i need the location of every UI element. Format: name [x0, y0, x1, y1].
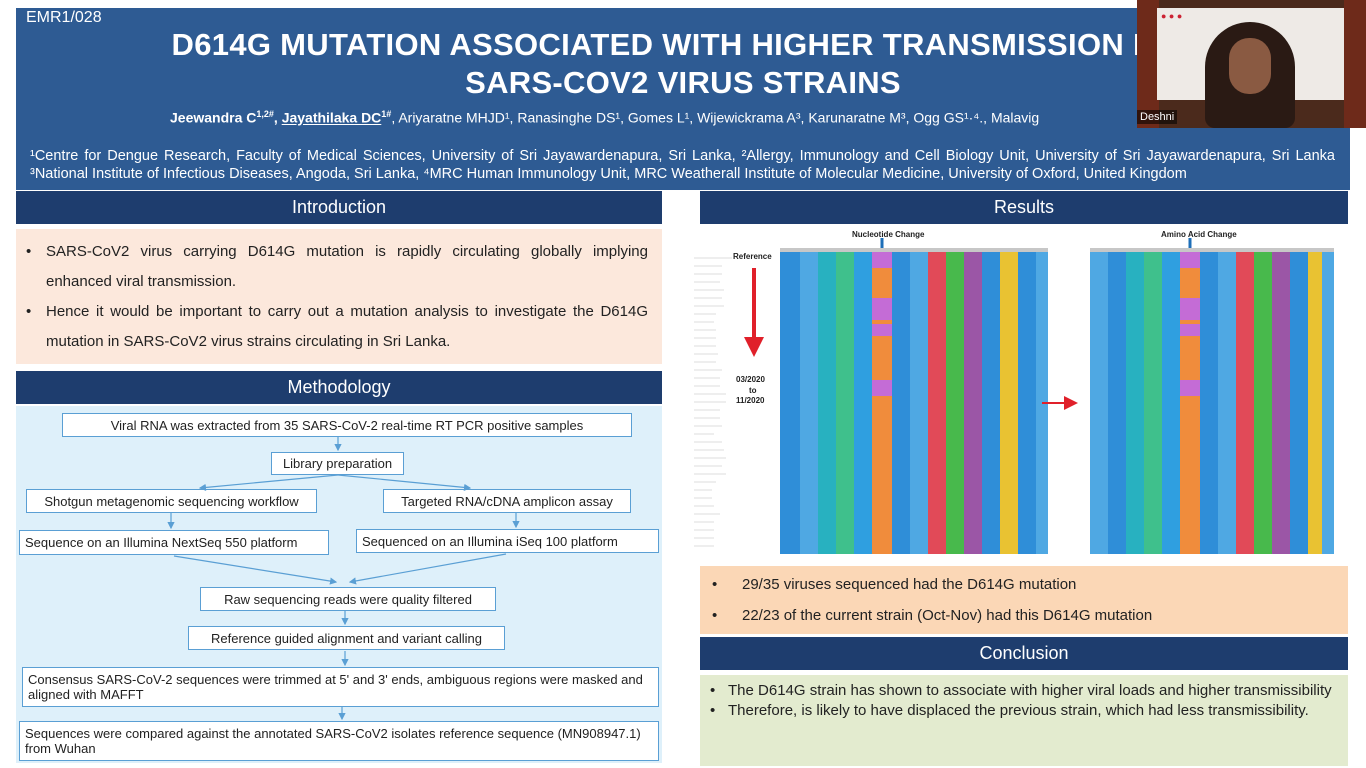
step-align: Reference guided alignment and variant c…	[188, 626, 505, 650]
conclusion-box: The D614G strain has shown to associate …	[700, 675, 1348, 766]
intro-bullet-1: SARS-CoV2 virus carrying D614G mutation …	[26, 237, 648, 297]
video-background-right	[1344, 0, 1366, 128]
affiliations: ¹Centre for Dengue Research, Faculty of …	[30, 148, 1335, 182]
results-box: 29/35 viruses sequenced had the D614G mu…	[700, 566, 1348, 634]
video-background	[1137, 0, 1159, 128]
participant-face	[1229, 38, 1271, 94]
poster-code: EMR1/028	[26, 9, 102, 26]
step-targeted: Targeted RNA/cDNA amplicon assay	[383, 489, 631, 513]
alignment-figure: Nucleotide Change Amino Acid Change Refe…	[692, 228, 1348, 556]
change-arrow	[1042, 396, 1078, 410]
date-from-label: 03/2020	[736, 375, 765, 384]
wall-badges-icon: ● ● ●	[1161, 11, 1183, 21]
result-bullet-2: 22/23 of the current strain (Oct-Nov) ha…	[700, 600, 1348, 631]
step-consensus: Consensus SARS-CoV-2 sequences were trim…	[22, 667, 659, 707]
author-first: Jeewandra C	[170, 109, 257, 126]
step-iseq: Sequenced on an Illumina iSeq 100 platfo…	[356, 529, 659, 553]
amino-acid-change-label: Amino Acid Change	[1161, 230, 1237, 239]
author-second-sup: 1#	[381, 109, 392, 119]
nucleotide-alignment-block	[780, 238, 1048, 554]
date-to-label: 11/2020	[736, 396, 765, 405]
poster-header	[16, 8, 1350, 190]
introduction-box: SARS-CoV2 virus carrying D614G mutation …	[16, 229, 662, 364]
title-line-2: SARS-COV2 VIRUS STRAINS	[465, 65, 901, 100]
nucleotide-change-label: Nucleotide Change	[852, 230, 925, 239]
date-to-word: to	[749, 386, 757, 395]
conclusion-bullet-2: Therefore, is likely to have displaced t…	[700, 701, 1348, 721]
step-filter: Raw sequencing reads were quality filter…	[200, 587, 496, 611]
conclusion-bullet-1: The D614G strain has shown to associate …	[700, 681, 1348, 701]
step-library: Library preparation	[271, 452, 404, 475]
step-shotgun: Shotgun metagenomic sequencing workflow	[26, 489, 317, 513]
results-heading: Results	[700, 191, 1348, 224]
step-compare: Sequences were compared against the anno…	[19, 721, 659, 761]
amino-acid-alignment-block	[1090, 238, 1334, 554]
poster-title: D614G MUTATION ASSOCIATED WITH HIGHER TR…	[16, 26, 1350, 102]
introduction-heading: Introduction	[16, 191, 662, 224]
step-extract: Viral RNA was extracted from 35 SARS-CoV…	[62, 413, 632, 437]
result-bullet-1: 29/35 viruses sequenced had the D614G mu…	[700, 569, 1348, 600]
author-rest: , Ariyaratne MHJD¹, Ranasinghe DS¹, Gome…	[391, 109, 1040, 126]
alignment-svg	[692, 238, 1334, 554]
author-first-sup: 1,2#	[256, 109, 274, 119]
step-nextseq: Sequence on an Illumina NextSeq 550 plat…	[19, 530, 329, 555]
reference-label: Reference	[733, 252, 772, 261]
participant-video-tile[interactable]: ● ● ● Deshni	[1137, 0, 1366, 128]
author-list: Jeewandra C1,2#, Jayathilaka DC1#, Ariya…	[170, 109, 1040, 126]
methodology-heading: Methodology	[16, 371, 662, 404]
author-second: Jayathilaka DC	[281, 109, 382, 126]
participant-name: Deshni	[1137, 110, 1178, 124]
intro-bullet-2: Hence it would be important to carry out…	[26, 297, 648, 357]
title-line-1: D614G MUTATION ASSOCIATED WITH HIGHER TR…	[171, 27, 1195, 62]
conclusion-heading: Conclusion	[700, 637, 1348, 670]
